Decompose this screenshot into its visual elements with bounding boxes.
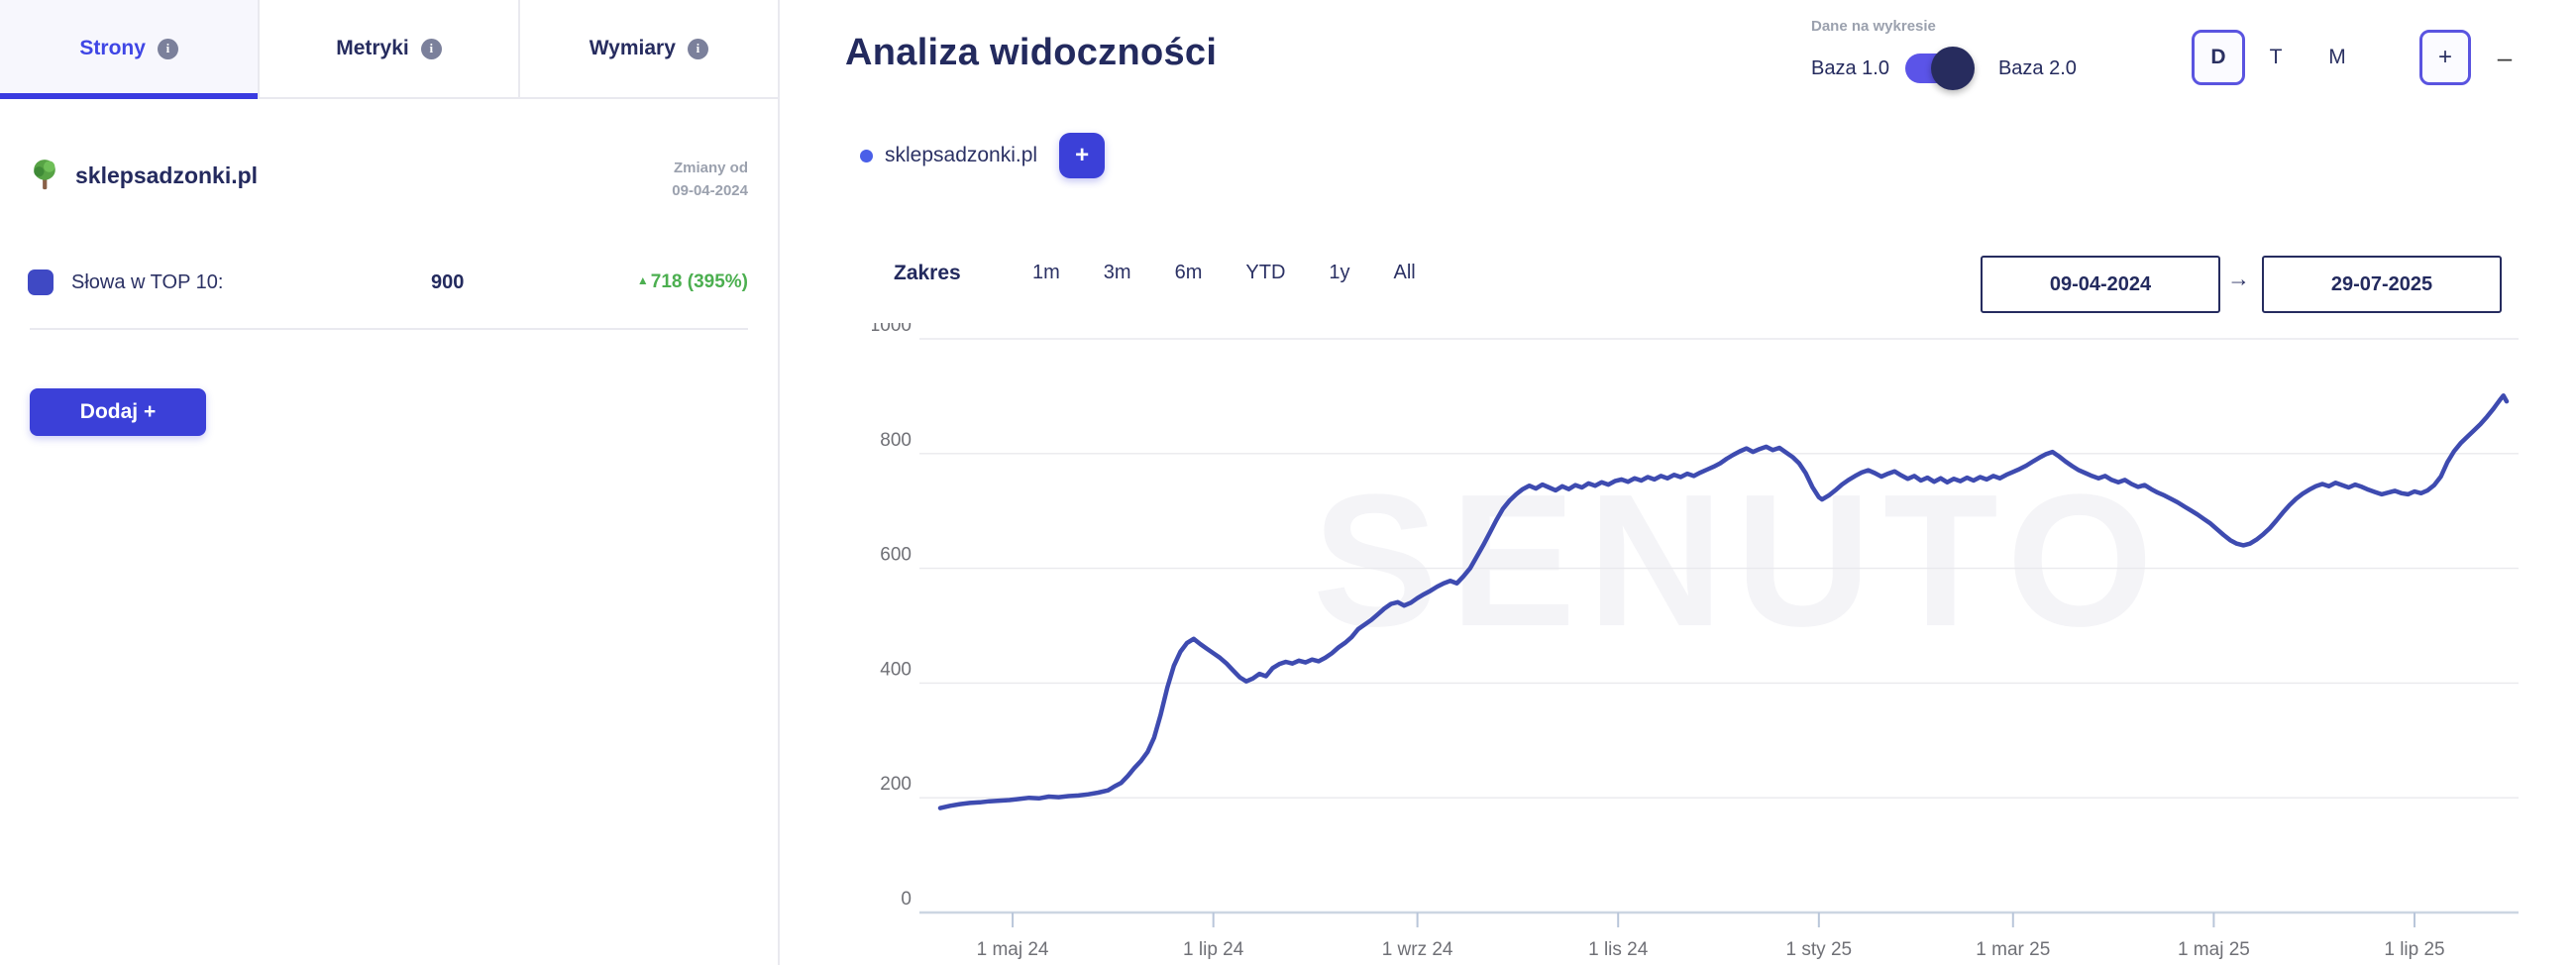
range-presets: 1m 3m 6m YTD 1y All bbox=[1032, 262, 1416, 284]
x-axis-label: 1 sty 25 bbox=[1786, 939, 1853, 960]
preset-6m[interactable]: 6m bbox=[1174, 262, 1203, 283]
x-axis-label: 1 lip 25 bbox=[2384, 939, 2444, 960]
domain-favicon-tree-icon bbox=[34, 160, 55, 190]
base-toggle-row: Baza 1.0 Baza 2.0 bbox=[1811, 47, 2077, 90]
x-axis-label: 1 maj 24 bbox=[977, 939, 1049, 960]
metric-row-top10: Słowa w TOP 10: 900 ▲ 718 (395%) bbox=[28, 269, 748, 295]
tab-strony[interactable]: Strony i bbox=[0, 0, 259, 99]
granularity-month-button[interactable]: M bbox=[2328, 46, 2346, 68]
preset-1m[interactable]: 1m bbox=[1032, 262, 1060, 283]
base-2-label: Baza 2.0 bbox=[1997, 56, 2077, 79]
tab-metryki-label: Metryki bbox=[336, 37, 409, 59]
tab-metryki[interactable]: Metryki i bbox=[258, 0, 518, 97]
y-axis-label: 0 bbox=[901, 889, 912, 910]
active-tab-underline bbox=[0, 93, 259, 99]
page-title: Analiza widoczności bbox=[845, 32, 1218, 73]
toggle-knob[interactable] bbox=[1930, 47, 1975, 90]
x-axis-label: 1 lis 24 bbox=[1588, 939, 1649, 960]
metric-change: ▲ 718 (395%) bbox=[550, 271, 748, 293]
date-range-arrow-icon: → bbox=[2227, 266, 2250, 291]
visibility-chart-svg: SENUTO 0 200 400 600 800 1000 1 maj 24 1 lip 24 1… bbox=[870, 315, 2519, 960]
info-icon[interactable]: i bbox=[687, 38, 708, 59]
tab-strony-label: Strony bbox=[79, 37, 146, 59]
preset-3m[interactable]: 3m bbox=[1103, 262, 1131, 283]
changes-since-date: 09-04-2024 bbox=[672, 182, 748, 199]
senuto-watermark: SENUTO bbox=[1313, 456, 2165, 666]
date-from-input[interactable]: 09-04-2024 bbox=[1981, 256, 2220, 313]
projects-panel: Strony i Metryki i Wymiary i sklepsadzon… bbox=[0, 0, 780, 965]
tab-wymiary-label: Wymiary bbox=[589, 37, 676, 59]
increase-arrow-icon: ▲ bbox=[636, 273, 649, 287]
metric-change-text: 718 (395%) bbox=[650, 271, 748, 292]
range-label: Zakres bbox=[894, 262, 961, 284]
changes-since-label: Zmiany od bbox=[673, 160, 748, 176]
panel-tabs: Strony i Metryki i Wymiary i bbox=[0, 0, 778, 99]
domain-row: sklepsadzonki.pl Zmiany od 09-04-2024 bbox=[30, 157, 748, 202]
granularity-week-button[interactable]: T bbox=[2269, 46, 2283, 68]
y-axis-label: 600 bbox=[880, 545, 912, 566]
preset-ytd[interactable]: YTD bbox=[1245, 262, 1286, 283]
chart-data-label: Dane na wykresie bbox=[1811, 18, 1936, 35]
info-icon[interactable]: i bbox=[420, 38, 442, 59]
add-domain-button[interactable]: Dodaj + bbox=[30, 388, 206, 436]
base-1-label: Baza 1.0 bbox=[1811, 56, 1889, 79]
zoom-in-button[interactable]: + bbox=[2419, 30, 2471, 85]
domain-name: sklepsadzonki.pl bbox=[75, 162, 259, 188]
tab-wymiary[interactable]: Wymiary i bbox=[517, 0, 778, 97]
chart-legend: sklepsadzonki.pl + bbox=[860, 133, 1106, 178]
y-axis-label: 200 bbox=[880, 774, 912, 795]
x-axis-label: 1 wrz 24 bbox=[1382, 939, 1453, 960]
y-axis-label: 800 bbox=[880, 430, 912, 451]
x-axis-label: 1 mar 25 bbox=[1976, 939, 2050, 960]
granularity-day-button[interactable]: D bbox=[2192, 30, 2245, 85]
visibility-line-series bbox=[937, 393, 2510, 810]
y-axis-label: 400 bbox=[880, 659, 912, 680]
x-axis-label: 1 lip 24 bbox=[1183, 939, 1244, 960]
granularity-group: D T M bbox=[2192, 30, 2368, 85]
legend-series-name: sklepsadzonki.pl bbox=[885, 144, 1038, 166]
divider bbox=[30, 328, 748, 330]
metric-label: Słowa w TOP 10: bbox=[71, 270, 224, 293]
metric-value: 900 bbox=[431, 270, 465, 293]
base-version-toggle[interactable] bbox=[1904, 47, 1975, 90]
info-icon[interactable]: i bbox=[157, 38, 178, 59]
series-color-swatch[interactable] bbox=[28, 269, 54, 295]
y-axis-label: 1000 bbox=[872, 323, 912, 336]
series-dot-icon bbox=[860, 149, 873, 162]
preset-all[interactable]: All bbox=[1393, 262, 1416, 283]
x-axis-label: 1 maj 25 bbox=[2178, 939, 2250, 960]
visibility-chart: SENUTO 0 200 400 600 800 1000 1 maj 24 1 lip 24 1… bbox=[870, 315, 2556, 963]
date-to-input[interactable]: 29-07-2025 bbox=[2262, 256, 2502, 313]
add-series-button[interactable]: + bbox=[1059, 133, 1106, 178]
changes-since: Zmiany od 09-04-2024 bbox=[672, 157, 748, 202]
zoom-out-button[interactable]: – bbox=[2497, 42, 2513, 72]
preset-1y[interactable]: 1y bbox=[1329, 262, 1350, 283]
